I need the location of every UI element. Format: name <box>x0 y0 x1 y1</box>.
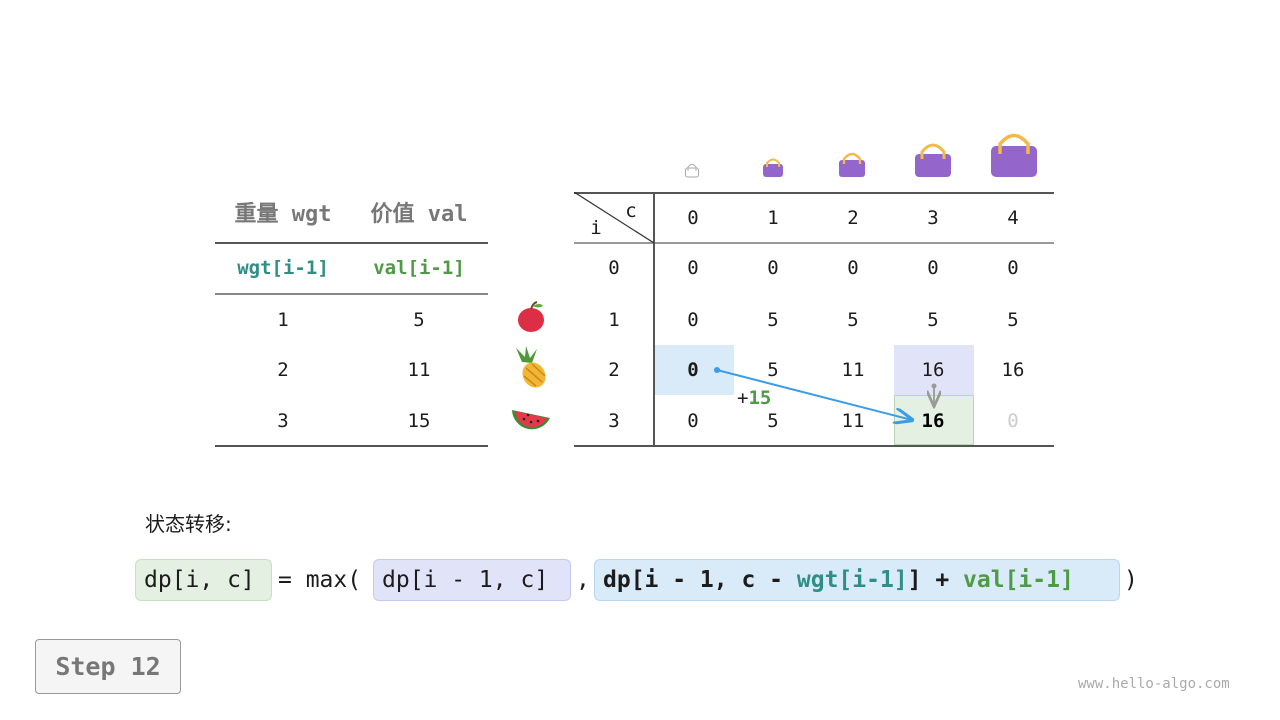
watermark: www.hello-algo.com <box>1078 676 1230 692</box>
dp-cell: 5 <box>767 410 779 432</box>
item-val: 11 <box>407 359 431 381</box>
dp-cell: 0 <box>927 257 939 279</box>
opt2-part-a: dp[i - 1, c - <box>603 567 797 593</box>
dp-row-header-divider <box>653 192 655 446</box>
plus-sign: + <box>737 387 749 409</box>
dp-bottom-border <box>574 445 1054 447</box>
opt2-val: val[i-1] <box>963 567 1074 593</box>
item-val: 5 <box>413 309 425 331</box>
dp-cell: 0 <box>687 359 699 381</box>
dp-row-header: 0 <box>608 257 620 279</box>
dp-cell: 5 <box>767 359 779 381</box>
bag-capacity-1-icon <box>763 158 783 177</box>
dp-cell: 16 <box>921 410 945 432</box>
divider <box>215 293 488 295</box>
divider <box>215 445 488 447</box>
formula-lhs: dp[i, c] <box>135 559 272 601</box>
dp-col-header: 0 <box>687 207 699 229</box>
corner-row-label: i <box>590 217 602 239</box>
bag-capacity-2-icon <box>839 152 865 177</box>
dp-cell: 5 <box>1007 309 1019 331</box>
blue-arrow <box>716 369 912 420</box>
dp-cell: 0 <box>687 309 699 331</box>
item-wgt: 2 <box>277 359 289 381</box>
formula-label: 状态转移: <box>145 512 232 536</box>
dp-cell: 11 <box>841 359 865 381</box>
dp-row-header: 1 <box>608 309 620 331</box>
formula-comma: , <box>576 567 590 593</box>
bag-capacity-4-icon <box>991 133 1037 177</box>
dp-cell: 5 <box>927 309 939 331</box>
dp-row-header: 2 <box>608 359 620 381</box>
dp-cell: 5 <box>847 309 859 331</box>
plus-value-annotation: +15 <box>737 387 771 409</box>
subheader-val: val[i-1] <box>373 257 465 279</box>
step-button[interactable]: Step 12 <box>35 639 181 694</box>
dp-cell: 16 <box>1001 359 1025 381</box>
dp-col-header: 1 <box>767 207 779 229</box>
formula-option-1: dp[i - 1, c] <box>373 559 571 601</box>
dp-header-divider <box>574 242 1054 244</box>
formula-eq-max: = max( <box>278 567 362 593</box>
formula-option-2: dp[i - 1, c - wgt[i-1]] + val[i-1] <box>594 559 1120 601</box>
header-weight: 重量 wgt <box>234 202 332 227</box>
dp-col-header: 2 <box>847 207 859 229</box>
bag-capacity-3-icon <box>915 143 951 177</box>
subheader-wgt: wgt[i-1] <box>237 257 329 279</box>
plus-value: 15 <box>748 387 772 409</box>
header-value: 价值 val <box>370 202 468 227</box>
dp-cell: 11 <box>841 410 865 432</box>
item-wgt: 3 <box>277 410 289 432</box>
dp-cell: 0 <box>687 257 699 279</box>
opt2-wgt: wgt[i-1] <box>796 567 908 593</box>
formula-close: ) <box>1124 567 1138 593</box>
dp-col-header: 4 <box>1007 207 1019 229</box>
pineapple-icon <box>516 346 546 388</box>
divider <box>215 242 488 244</box>
bag-capacity-0-icon <box>685 164 699 178</box>
corner-col-label: c <box>625 200 637 222</box>
dp-cell: 16 <box>921 359 945 381</box>
corner-diagonal <box>574 192 654 243</box>
item-val: 15 <box>407 410 431 432</box>
dp-cell: 5 <box>767 309 779 331</box>
dp-cell: 0 <box>767 257 779 279</box>
dp-cell: 0 <box>1007 410 1019 432</box>
dp-top-border <box>574 192 1054 194</box>
dp-cell: 0 <box>1007 257 1019 279</box>
dp-col-header: 3 <box>927 207 939 229</box>
dp-row-header: 3 <box>608 410 620 432</box>
apple-icon <box>518 301 544 332</box>
opt2-part-b: ] + <box>907 567 964 593</box>
watermelon-icon <box>512 410 550 430</box>
dp-cell: 0 <box>687 410 699 432</box>
item-wgt: 1 <box>277 309 289 331</box>
dp-cell: 0 <box>847 257 859 279</box>
